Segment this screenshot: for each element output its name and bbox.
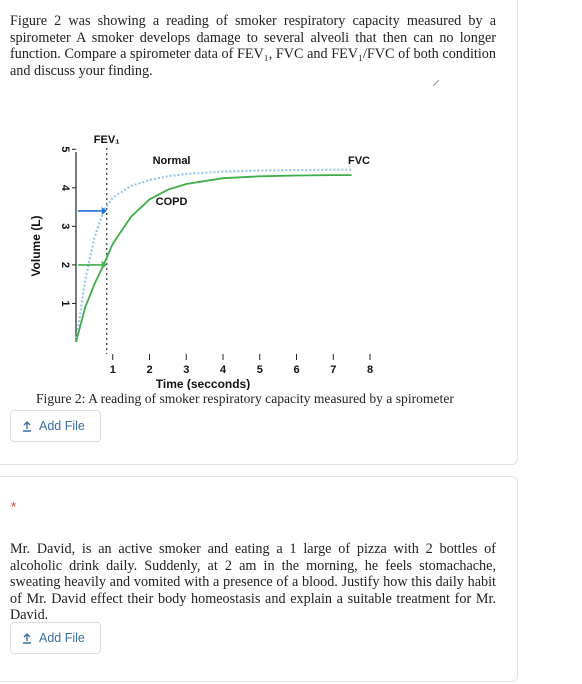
resize-handle-icon[interactable] bbox=[433, 80, 439, 86]
y-tick-label: 2 bbox=[59, 262, 71, 268]
x-tick-label: 7 bbox=[330, 364, 336, 376]
upload-icon bbox=[23, 632, 31, 644]
chart-axes: 1 2 3 4 5 1 2 3 4 5 6 7 8 Time (secconds) Volume (L) bbox=[29, 146, 373, 390]
fev1-normal-arrow-head bbox=[101, 206, 107, 215]
y-tick-label: 5 bbox=[59, 146, 71, 152]
y-axis-label: Volume (L) bbox=[29, 215, 43, 276]
upload-icon bbox=[23, 420, 31, 432]
x-tick-label: 4 bbox=[220, 364, 227, 376]
chart-series-layer bbox=[74, 148, 352, 354]
x-tick-label: 2 bbox=[146, 364, 152, 376]
add-file-label: Add File bbox=[39, 631, 85, 645]
spirometer-chart: 1 2 3 4 5 1 2 3 4 5 6 7 8 Time (secconds) Volume (L) F… bbox=[29, 134, 373, 390]
add-file-button[interactable]: Add File bbox=[10, 410, 101, 442]
y-tick-label: 4 bbox=[59, 185, 71, 192]
series-line-copd bbox=[75, 174, 352, 343]
x-tick-label: 5 bbox=[257, 364, 263, 376]
add-file-label: Add File bbox=[39, 419, 85, 433]
x-tick-label: 3 bbox=[183, 364, 189, 376]
fev1-copd-arrow-head bbox=[101, 260, 107, 269]
question-1-text: Figure 2 was showing a reading of smoker… bbox=[10, 13, 496, 79]
x-axis-label: Time (secconds) bbox=[156, 377, 250, 390]
x-tick-label: 6 bbox=[293, 364, 299, 376]
figure-caption: Figure 2: A reading of smoker respirator… bbox=[36, 391, 454, 406]
add-file-button-2[interactable]: Add File bbox=[10, 622, 101, 654]
series-line-normal bbox=[74, 168, 352, 343]
chart-labels-layer: FEV₁ Normal COPD FVC bbox=[94, 134, 370, 208]
y-tick-label: 3 bbox=[59, 223, 71, 229]
y-tick-label: 1 bbox=[59, 300, 71, 306]
required-marker: * bbox=[11, 499, 17, 514]
normal-annotation: Normal bbox=[153, 155, 191, 167]
copd-annotation: COPD bbox=[156, 196, 188, 208]
x-tick-label: 1 bbox=[110, 364, 116, 376]
fev1-annotation: FEV₁ bbox=[94, 134, 120, 146]
fvc-annotation: FVC bbox=[348, 155, 370, 167]
question-2-text: Mr. David, is an active smoker and eatin… bbox=[10, 541, 496, 624]
question-card-1 bbox=[0, 0, 518, 465]
x-tick-label: 8 bbox=[367, 364, 373, 376]
